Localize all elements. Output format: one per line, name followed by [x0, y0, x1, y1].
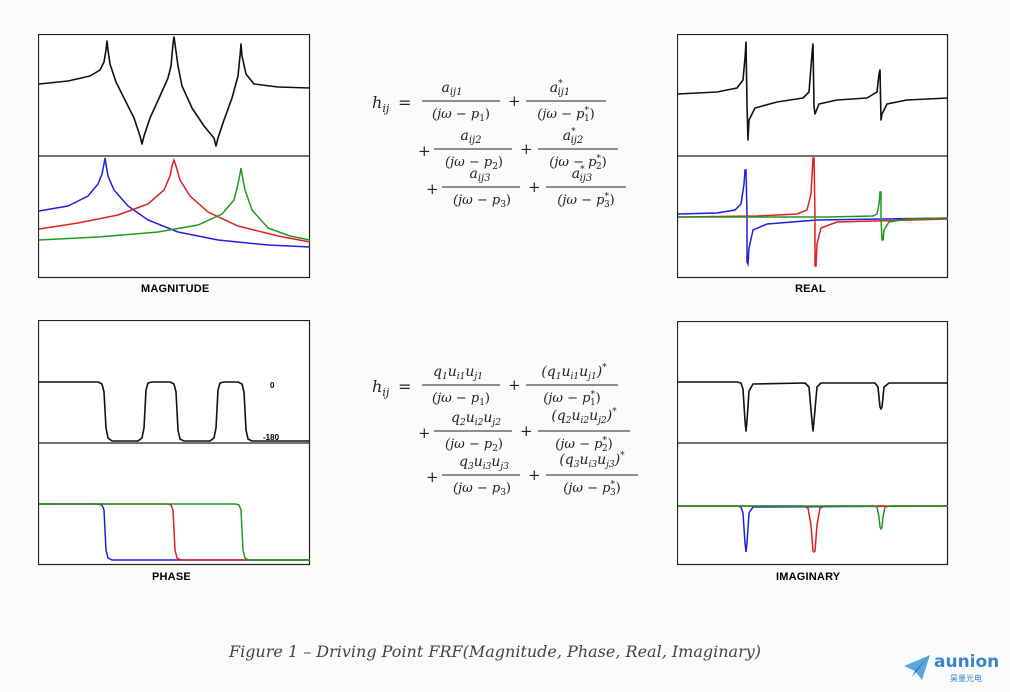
svg-text:=: = — [398, 377, 411, 396]
svg-text:(jω − p2): (jω − p2) — [445, 155, 503, 172]
svg-text:+: + — [520, 422, 533, 440]
magnitude-sum-curve — [38, 36, 311, 147]
svg-text:a*ij1: a* ij1 — [550, 79, 571, 98]
real-sum-curve — [677, 41, 949, 141]
svg-text:+: + — [528, 178, 541, 196]
real-mode3-curve — [678, 191, 949, 241]
imaginary-sum-curve — [678, 381, 948, 432]
phase-minus180-label: -180 — [263, 433, 280, 442]
svg-text:a*ij2: a* ij2 — [563, 127, 584, 146]
svg-text:+: + — [426, 180, 439, 198]
magnitude-mode1-curve — [38, 157, 311, 248]
svg-text:(jω − p*3): (jω − p* 3) — [563, 480, 621, 498]
real-plot-svg — [677, 34, 949, 279]
imaginary-mode3-curve — [678, 505, 948, 531]
real-mode1-curve — [677, 169, 949, 267]
modal-form-equation: hij = q1ui1uj1 (jω − p1) + (q1ui1uj1)* (… — [368, 356, 658, 506]
svg-text:(jω − p*1): (jω − p* 1) — [537, 106, 595, 124]
magnitude-plot — [38, 34, 311, 279]
imaginary-plot-svg — [677, 321, 949, 566]
svg-text:(jω − p3): (jω − p3) — [453, 193, 511, 210]
paper-plane-icon — [904, 655, 930, 680]
svg-text:q2ui2uj2: q2ui2uj2 — [451, 410, 501, 428]
magnitude-mode2-curve — [38, 157, 311, 243]
svg-text:+: + — [418, 424, 431, 442]
real-mode2-curve — [677, 157, 949, 267]
phase-label: PHASE — [152, 571, 191, 583]
phase-plot-svg — [38, 320, 311, 566]
residue-form-equation: hij = aij1 (jω − p1) + a* ij1 (jω − p* 1) … — [368, 74, 658, 224]
phase-mode3-curve — [39, 503, 310, 561]
svg-text:q1ui1uj1: q1ui1uj1 — [433, 364, 483, 382]
svg-text:=: = — [398, 93, 411, 112]
svg-text:(jω − p2): (jω − p2) — [445, 437, 503, 454]
svg-text:+: + — [508, 376, 521, 394]
svg-text:(jω − p1): (jω − p1) — [432, 391, 490, 408]
imaginary-mode2-curve — [678, 505, 948, 554]
phase-sum-curve — [39, 381, 310, 442]
svg-text:hij: hij — [372, 377, 390, 399]
svg-text:+: + — [520, 140, 533, 158]
svg-text:+: + — [528, 466, 541, 484]
svg-text:(q2ui2uj2)*: (q2ui2uj2)* — [551, 407, 617, 426]
svg-text:(jω − p*1): (jω − p* 1) — [543, 390, 601, 408]
modal-form-equation-svg: hij = q1ui1uj1 (jω − p1) + (q1ui1uj1)* (… — [372, 363, 638, 498]
real-plot — [677, 34, 949, 279]
svg-text:(jω − p1): (jω − p1) — [432, 107, 490, 124]
svg-text:(q3ui3uj3)*: (q3ui3uj3)* — [559, 451, 625, 470]
svg-text:(jω − p3): (jω − p3) — [453, 481, 511, 498]
logo-subtitle: 昊量光电 — [950, 674, 982, 683]
magnitude-plot-svg — [38, 34, 311, 279]
svg-text:+: + — [418, 142, 431, 160]
phase-plot: 0 -180 — [38, 320, 311, 566]
svg-text:hij: hij — [372, 93, 390, 115]
svg-text:(jω − p*3): (jω − p* 3) — [557, 192, 615, 210]
magnitude-mode3-curve — [38, 167, 311, 241]
svg-text:+: + — [426, 468, 439, 486]
figure-caption: Figure 1 – Driving Point FRF(Magnitude, … — [228, 642, 762, 661]
svg-text:q3ui3uj3: q3ui3uj3 — [459, 454, 509, 472]
residue-form-equation-svg: hij = aij1 (jω − p1) + a* ij1 (jω − p* 1) … — [372, 79, 626, 210]
svg-text:(q1ui1uj1)*: (q1ui1uj1)* — [541, 363, 607, 382]
svg-text:+: + — [508, 92, 521, 110]
logo-name: aunion — [934, 652, 1000, 672]
svg-text:(jω − p*2): (jω − p* 2) — [549, 154, 607, 172]
imaginary-plot — [677, 321, 949, 566]
imaginary-label: IMAGINARY — [776, 571, 841, 583]
real-label: REAL — [795, 283, 826, 295]
svg-text:(jω − p*2): (jω − p* 2) — [555, 436, 613, 454]
svg-text:aij2: aij2 — [460, 128, 481, 146]
aunion-logo: aunion 昊量光电 — [902, 652, 1002, 686]
magnitude-label: MAGNITUDE — [141, 283, 210, 295]
svg-text:aij1: aij1 — [441, 80, 462, 98]
phase-zero-label: 0 — [270, 381, 275, 390]
